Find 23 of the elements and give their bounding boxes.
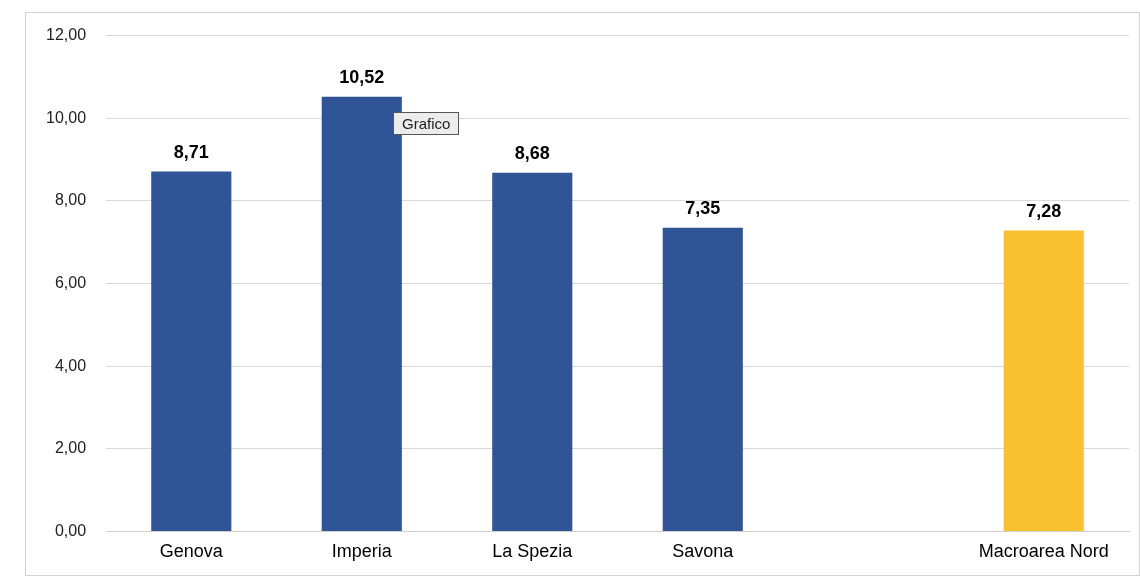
data-label: 7,28 <box>1026 200 1062 221</box>
y-tick-label: 10,00 <box>45 108 87 126</box>
bar <box>492 172 573 531</box>
x-tick-label: Genova <box>159 541 224 562</box>
x-tick-label: Macroarea Nord <box>978 541 1109 562</box>
x-tick-label: Imperia <box>331 541 393 562</box>
data-label: 8,68 <box>514 142 550 163</box>
y-tick-label: 12,00 <box>45 26 87 44</box>
y-tick-label: 4,00 <box>54 356 87 374</box>
y-tick-label: 0,00 <box>54 521 87 539</box>
y-tick-label: 8,00 <box>54 191 87 209</box>
bar <box>1003 230 1084 531</box>
y-tick-label: 2,00 <box>54 439 87 457</box>
data-label: 7,35 <box>685 197 721 218</box>
bar <box>321 96 402 531</box>
bar <box>151 171 232 531</box>
data-label: 10,52 <box>339 66 385 87</box>
x-tick-label: Savona <box>672 541 735 562</box>
x-tick-label: La Spezia <box>492 541 574 562</box>
annotation: Grafico <box>393 112 460 135</box>
data-label: 8,71 <box>173 141 209 162</box>
bar <box>662 227 743 531</box>
y-tick-label: 6,00 <box>54 273 87 291</box>
